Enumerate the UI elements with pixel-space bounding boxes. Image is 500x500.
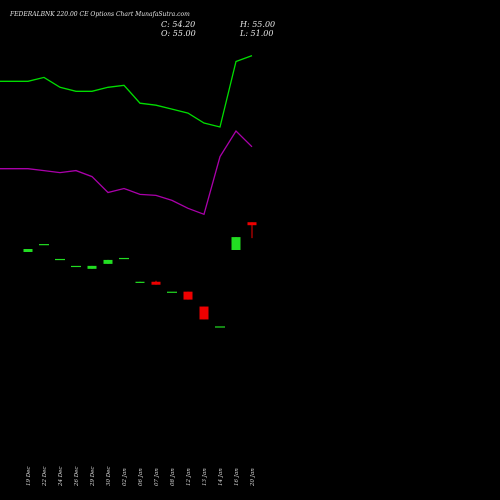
open-value: O: 55.00 <box>161 29 196 38</box>
candle-3 <box>71 265 81 268</box>
candle-12 <box>215 326 225 328</box>
low-value: L: 51.00 <box>240 29 274 38</box>
candle-body <box>39 244 49 246</box>
lower-band-line <box>0 129 253 216</box>
candle-4 <box>87 265 97 269</box>
x-tick-label: 19 Dec <box>26 467 32 487</box>
x-tick-label: 29 Dec <box>90 467 96 488</box>
x-axis-labels: 19 Dec 22 Dec 24 Dec 26 Dec 29 Dec 30 Dec 02 J… <box>26 467 256 488</box>
candle-5 <box>103 259 113 264</box>
x-tick-label: 07 Jan <box>154 468 160 486</box>
x-tick-label: 24 Dec <box>58 467 64 488</box>
candle-body <box>231 237 241 250</box>
candle-7 <box>135 281 145 283</box>
candle-11 <box>199 306 209 320</box>
x-tick-label: 22 Dec <box>42 467 48 488</box>
candle-body <box>135 281 145 283</box>
candle-9 <box>167 291 177 293</box>
high-value: H: 55.00 <box>240 20 276 29</box>
x-tick-label: 06 Jan <box>138 468 144 486</box>
candle-body <box>23 249 33 252</box>
candle-body <box>215 326 225 328</box>
candle-body <box>247 222 257 226</box>
x-tick-label: 30 Dec <box>106 467 112 487</box>
candle-6 <box>119 257 129 260</box>
candle-body <box>151 281 161 285</box>
upper-band-line <box>0 54 253 128</box>
x-tick-label: 16 Jan <box>234 468 240 486</box>
candle-10 <box>183 291 193 300</box>
x-tick-label: 20 Jan <box>250 468 256 487</box>
candle-body <box>183 291 193 300</box>
candle-1 <box>39 244 49 246</box>
x-tick-label: 26 Dec <box>74 467 80 488</box>
candlesticks <box>23 222 257 328</box>
candle-14 <box>247 222 257 239</box>
candle-8 <box>151 280 161 285</box>
candle-body <box>119 257 129 260</box>
candle-body <box>55 258 65 261</box>
candle-body <box>87 265 97 269</box>
close-value: C: 54.20 <box>161 20 196 29</box>
x-tick-label: 12 Jan <box>186 468 192 486</box>
candle-body <box>199 306 209 320</box>
x-tick-label: 14 Jan <box>218 468 224 486</box>
candle-body <box>103 259 113 264</box>
candle-2 <box>55 258 65 261</box>
candle-0 <box>23 249 33 252</box>
candle-body <box>71 265 81 268</box>
chart-title: FEDERALBNK 220.00 CE Options Chart Munaf… <box>10 11 190 18</box>
x-tick-label: 13 Jan <box>202 468 208 486</box>
candle-13 <box>231 237 241 250</box>
indicator-lines <box>0 54 253 216</box>
candle-body <box>167 291 177 293</box>
x-tick-label: 08 Jan <box>170 468 176 486</box>
x-tick-label: 02 Jan <box>122 468 128 486</box>
